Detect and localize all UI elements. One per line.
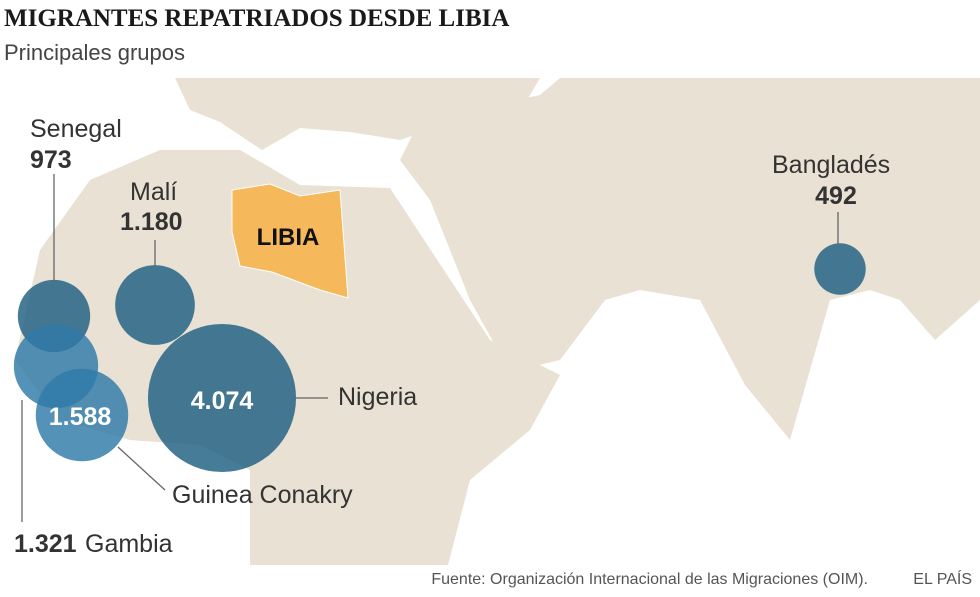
group-value: 1.321 bbox=[14, 530, 77, 558]
group-name: Gambia bbox=[85, 530, 173, 558]
group-value: 1.588 bbox=[49, 403, 112, 431]
source: Fuente: Organización Internacional de la… bbox=[431, 571, 868, 588]
bubble bbox=[814, 243, 866, 295]
group-name: Senegal bbox=[30, 115, 122, 143]
group-value: 4.074 bbox=[191, 387, 254, 415]
region-label: LIBIA bbox=[257, 224, 320, 251]
bubble bbox=[147, 323, 297, 473]
subtitle: Principales grupos bbox=[4, 40, 185, 65]
title: MIGRANTES REPATRIADOS DESDE LIBIA bbox=[4, 5, 509, 32]
group-value: 973 bbox=[30, 146, 72, 174]
bubble bbox=[35, 368, 129, 462]
asia bbox=[400, 78, 980, 440]
group-name: Malí bbox=[130, 178, 177, 206]
land bbox=[15, 78, 980, 565]
group-value: 492 bbox=[815, 182, 857, 210]
africa bbox=[15, 150, 560, 565]
bubbles bbox=[13, 243, 866, 473]
leader-line bbox=[117, 446, 166, 491]
group-name: Bangladés bbox=[772, 151, 890, 179]
europe bbox=[175, 78, 540, 150]
group-name: Nigeria bbox=[338, 383, 417, 411]
group-value: 1.180 bbox=[120, 208, 183, 236]
libya bbox=[231, 183, 349, 299]
bubble bbox=[115, 265, 195, 345]
group-name: Guinea Conakry bbox=[172, 481, 353, 509]
brand: EL PAÍS bbox=[913, 569, 972, 588]
